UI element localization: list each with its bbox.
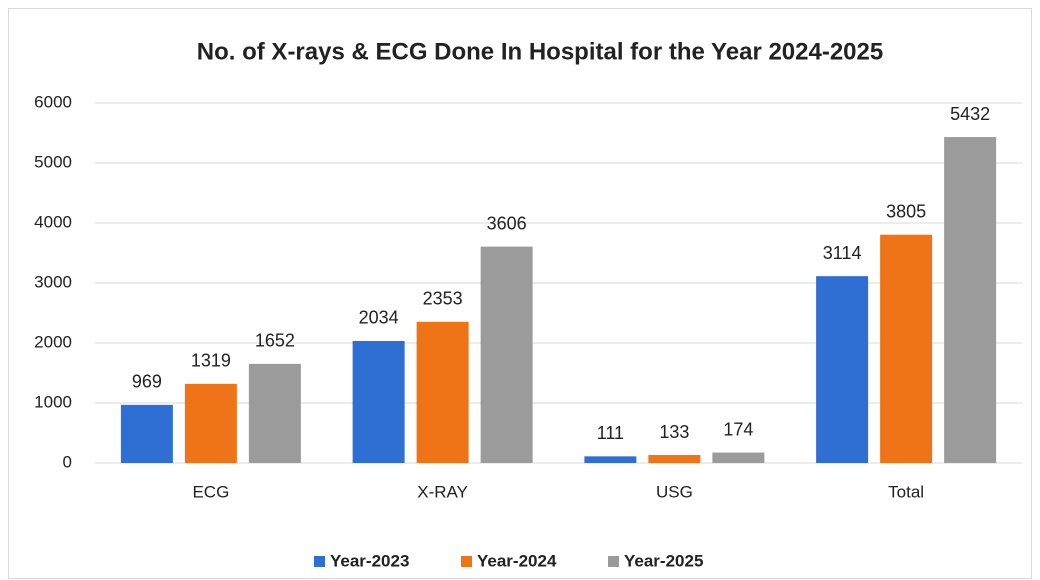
x-tick-label: USG (656, 482, 693, 501)
value-label: 1652 (255, 331, 295, 351)
y-tick-label: 6000 (34, 92, 72, 111)
value-label: 3114 (823, 243, 862, 263)
bar (880, 234, 933, 463)
legend-label: Year-2024 (477, 551, 557, 570)
legend-swatch (314, 556, 325, 567)
y-tick-label: 4000 (34, 212, 72, 231)
bar (944, 137, 997, 463)
value-label: 969 (132, 372, 162, 392)
bar (416, 321, 469, 463)
value-label: 3805 (886, 201, 926, 221)
value-label: 174 (723, 419, 753, 439)
legend-swatch (461, 556, 472, 567)
bar (184, 383, 237, 463)
value-label: 2353 (423, 289, 463, 309)
chart-title: No. of X-rays & ECG Done In Hospital for… (197, 38, 883, 65)
y-tick-label: 2000 (34, 332, 72, 351)
bar (648, 455, 701, 463)
legend-swatch (608, 556, 619, 567)
bar (816, 276, 869, 463)
value-label: 5432 (950, 104, 990, 124)
x-tick-label: Total (888, 482, 924, 501)
y-tick-label: 0 (63, 452, 72, 471)
value-label: 111 (597, 423, 624, 443)
y-tick-label: 3000 (34, 272, 72, 291)
bar (584, 456, 637, 463)
bar (248, 363, 301, 463)
bar (712, 452, 765, 463)
bar (120, 404, 173, 463)
bar (480, 246, 533, 463)
x-tick-label: X-RAY (417, 482, 468, 501)
y-tick-label: 5000 (34, 152, 72, 171)
bar (352, 340, 405, 463)
value-label: 1319 (191, 351, 231, 371)
x-tick-label: ECG (192, 482, 229, 501)
y-tick-label: 1000 (34, 392, 72, 411)
value-label: 2034 (359, 308, 399, 328)
legend-label: Year-2023 (330, 551, 409, 570)
legend-label: Year-2025 (624, 551, 703, 570)
value-label: 133 (659, 422, 689, 442)
value-label: 3606 (487, 213, 527, 233)
